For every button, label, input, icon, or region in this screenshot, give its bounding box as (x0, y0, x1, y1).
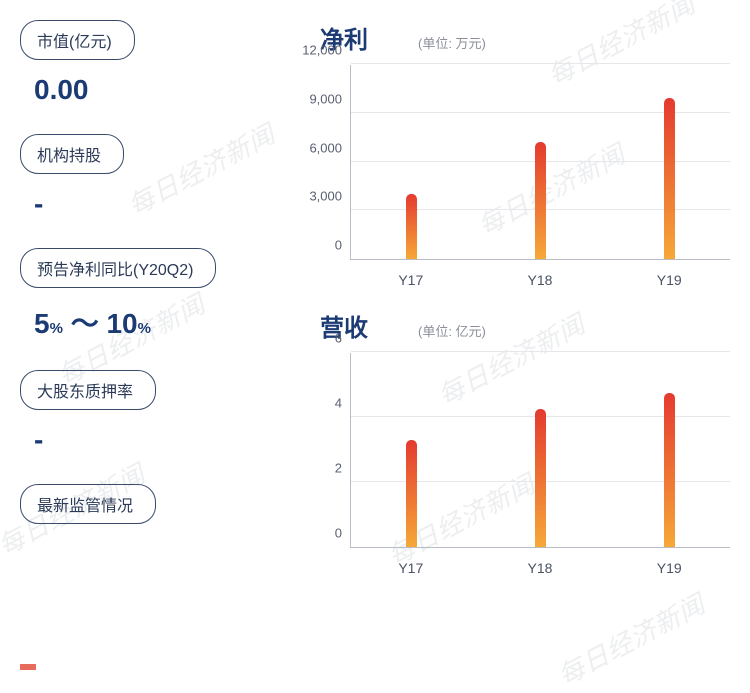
grid-line (351, 63, 730, 64)
chart-bar (664, 393, 675, 547)
stat-block: 大股东质押率 - (20, 370, 280, 456)
chart-plot (350, 65, 730, 260)
chart-header: 营收 (单位: 亿元) (320, 308, 740, 343)
chart-unit: (单位: 万元) (418, 33, 486, 52)
y-tick-label: 0 (335, 238, 342, 253)
chart-block: 净利(单位: 万元)03,0006,0009,00012,000Y17Y18Y1… (290, 20, 740, 290)
x-tick-label: Y17 (398, 560, 423, 576)
stat-value: - (34, 188, 280, 220)
x-axis-labels: Y17 Y18 Y19 (350, 554, 730, 578)
stat-value: 5% ～ 10% (34, 302, 280, 342)
chart-bar (535, 409, 546, 547)
x-tick-label: Y18 (528, 560, 553, 576)
chart-bar (664, 98, 675, 259)
y-tick-label: 0 (335, 526, 342, 541)
x-tick-label: Y17 (398, 272, 423, 288)
y-tick-label: 4 (335, 396, 342, 411)
chart-bar (406, 440, 417, 547)
stat-block: 机构持股 - (20, 134, 280, 220)
stat-block: 预告净利同比(Y20Q2) 5% ～ 10% (20, 248, 280, 342)
stat-value: - (34, 424, 280, 456)
y-axis: 0246 (290, 353, 346, 548)
chart-bar (406, 194, 417, 259)
main-container: 市值(亿元) 0.00 机构持股 - 预告净利同比(Y20Q2) 5% ～ 10% 大股东质… (0, 0, 750, 606)
stat-label-pill: 最新监管情况 (20, 484, 156, 524)
chart-unit: (单位: 亿元) (418, 321, 486, 340)
y-tick-label: 6 (335, 331, 342, 346)
stat-label-pill: 市值(亿元) (20, 20, 135, 60)
chart-plot (350, 353, 730, 548)
left-column: 市值(亿元) 0.00 机构持股 - 预告净利同比(Y20Q2) 5% ～ 10% 大股东质… (20, 20, 280, 596)
stat-block: 最新监管情况 (20, 484, 280, 524)
stat-value: 0.00 (34, 74, 280, 106)
x-tick-label: Y18 (528, 272, 553, 288)
y-tick-label: 3,000 (309, 189, 342, 204)
chart-block: 营收 (单位: 亿元) 0 2 4 6 Y17 Y18 Y19 (290, 308, 740, 578)
y-axis: 03,0006,0009,00012,000 (290, 65, 346, 260)
grid-line (351, 351, 730, 352)
stat-label-pill: 机构持股 (20, 134, 124, 174)
chart-header: 净利(单位: 万元) (320, 20, 740, 55)
y-tick-label: 12,000 (302, 43, 342, 58)
x-axis-labels: Y17 Y18 Y19 (350, 266, 730, 290)
right-column: 净利(单位: 万元)03,0006,0009,00012,000Y17Y18Y1… (280, 20, 740, 596)
y-tick-label: 9,000 (309, 91, 342, 106)
chart-title: 营收 (320, 308, 368, 343)
chart-area: 0246Y17Y18Y19 (290, 353, 740, 578)
stat-block: 市值(亿元) 0.00 (20, 20, 280, 106)
chart-bar (535, 142, 546, 259)
bottom-accent-mark (20, 664, 36, 670)
y-tick-label: 6,000 (309, 140, 342, 155)
stat-label-pill: 大股东质押率 (20, 370, 156, 410)
x-tick-label: Y19 (657, 272, 682, 288)
y-tick-label: 2 (335, 461, 342, 476)
x-tick-label: Y19 (657, 560, 682, 576)
stat-label-pill: 预告净利同比(Y20Q2) (20, 248, 216, 288)
chart-area: 03,0006,0009,00012,000Y17Y18Y19 (290, 65, 740, 290)
